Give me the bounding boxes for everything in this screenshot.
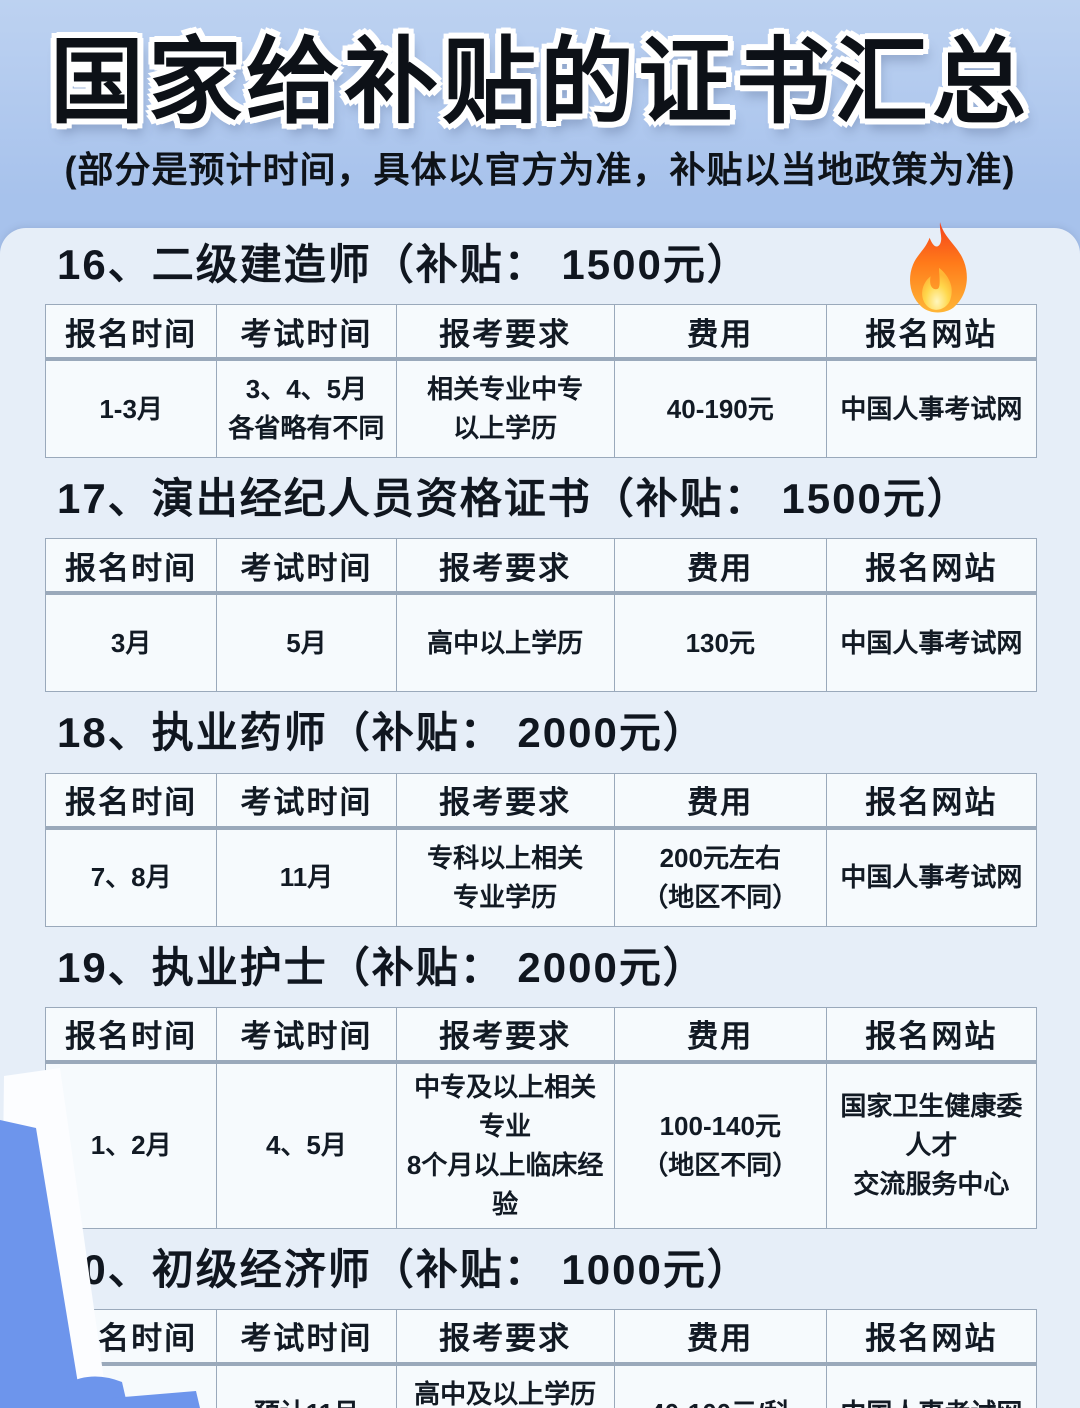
section-20: 20、初级经济师（补贴： 1000元） 报名时间 考试时间 报考要求 费用 报名… <box>45 1245 1037 1408</box>
table-cell-website: 中国人事考试网 <box>826 829 1036 926</box>
column-header-fee: 费用 <box>614 773 826 826</box>
section-17-heading: 17、演出经纪人员资格证书（补贴： 1500元） <box>57 475 971 523</box>
column-header-requirements: 报考要求 <box>396 539 614 592</box>
table-cell-website: 中国人事考试网 <box>826 361 1036 458</box>
section-19: 19、执业护士（补贴： 2000元） 报名时间 考试时间 报考要求 费用 报名网… <box>45 943 1037 1229</box>
table-cell-fee: 40-100元/科 <box>614 1365 826 1408</box>
section-20-heading: 20、初级经济师（补贴： 1000元） <box>57 1245 751 1293</box>
table-cell-signup-time: 1-3月 <box>46 361 217 458</box>
table-cell-requirements: 高中以上学历 <box>396 595 614 692</box>
section-17: 17、演出经纪人员资格证书（补贴： 1500元） 报名时间 考试时间 报考要求 … <box>45 475 1037 693</box>
column-header-fee: 费用 <box>614 1007 826 1060</box>
section-18-table: 报名时间 考试时间 报考要求 费用 报名网站 7、8月 11月 专科以上相关 专… <box>45 772 1037 927</box>
table-cell-website: 国家卫生健康委人才 交流服务中心 <box>826 1063 1036 1228</box>
column-header-requirements: 报考要求 <box>396 1309 614 1362</box>
column-header-requirements: 报考要求 <box>396 773 614 826</box>
column-header-website: 报名网站 <box>826 773 1036 826</box>
column-header-exam-time: 考试时间 <box>217 1309 396 1362</box>
section-18-heading: 18、执业药师（补贴： 2000元） <box>57 709 707 757</box>
page-subtitle: (部分是预计时间，具体以官方为准，补贴以当地政策为准) <box>64 149 1016 191</box>
table-cell-fee: 40-190元 <box>614 361 826 458</box>
page-title: 国家给补贴的证书汇总 <box>49 29 1030 134</box>
table-cell-signup-time: 3月 <box>46 595 217 692</box>
table-cell-exam-time: 预计11月 <box>217 1365 396 1408</box>
section-18: 18、执业药师（补贴： 2000元） 报名时间 考试时间 报考要求 费用 报名网… <box>45 709 1037 927</box>
table-cell-fee: 100-140元 （地区不同） <box>614 1063 826 1228</box>
table-cell-signup-time: 1、2月 <box>46 1063 217 1228</box>
column-header-website: 报名网站 <box>826 539 1036 592</box>
section-19-heading: 19、执业护士（补贴： 2000元） <box>57 943 707 991</box>
section-16-table: 报名时间 考试时间 报考要求 费用 报名网站 1-3月 3、4、5月 各省略有不… <box>45 304 1037 459</box>
table-cell-signup-time: 7-8月 <box>46 1365 217 1408</box>
column-header-exam-time: 考试时间 <box>217 1007 396 1060</box>
table-cell-website: 中国人事考试网 <box>826 1365 1036 1408</box>
column-header-exam-time: 考试时间 <box>217 773 396 826</box>
table-cell-requirements: 相关专业中专 以上学历 <box>396 361 614 458</box>
column-header-signup-time: 报名时间 <box>46 539 217 592</box>
section-16-heading: 16、二级建造师（补贴： 1500元） <box>57 241 751 288</box>
table-cell-requirements: 中专及以上相关专业 8个月以上临床经验 <box>396 1063 614 1228</box>
column-header-requirements: 报考要求 <box>396 305 614 358</box>
column-header-website: 报名网站 <box>826 1007 1036 1060</box>
column-header-fee: 费用 <box>614 1309 826 1362</box>
section-16: 16、二级建造师（补贴： 1500元） 报名时间 考试时间 报考要求 费用 报名… <box>45 241 1037 459</box>
column-header-exam-time: 考试时间 <box>217 539 396 592</box>
table-cell-exam-time: 3、4、5月 各省略有不同 <box>217 361 396 458</box>
table-cell-exam-time: 11月 <box>217 829 396 926</box>
column-header-exam-time: 考试时间 <box>217 305 396 358</box>
section-17-table: 报名时间 考试时间 报考要求 费用 报名网站 3月 5月 高中以上学历 130元… <box>45 538 1037 693</box>
column-header-website: 报名网站 <box>826 1309 1036 1362</box>
table-cell-fee: 200元左右 （地区不同） <box>614 829 826 926</box>
column-header-signup-time: 报名时间 <box>46 1309 217 1362</box>
section-19-table: 报名时间 考试时间 报考要求 费用 报名网站 1、2月 4、5月 中专及以上相关… <box>45 1006 1037 1229</box>
section-20-table: 报名时间 考试时间 报考要求 费用 报名网站 7-8月 预计11月 高中及以上学… <box>45 1308 1037 1408</box>
column-header-fee: 费用 <box>614 305 826 358</box>
column-header-fee: 费用 <box>614 539 826 592</box>
table-cell-requirements: 专科以上相关 专业学历 <box>396 829 614 926</box>
table-cell-fee: 130元 <box>614 595 826 692</box>
column-header-website: 报名网站 <box>826 305 1036 358</box>
column-header-signup-time: 报名时间 <box>46 773 217 826</box>
fire-icon <box>910 222 967 313</box>
header-band: 国家给补贴的证书汇总 (部分是预计时间，具体以官方为准，补贴以当地政策为准) <box>0 0 1080 228</box>
content-panel: 16、二级建造师（补贴： 1500元） 报名时间 考试时间 报考要求 费用 报名… <box>0 222 1080 1408</box>
column-header-signup-time: 报名时间 <box>46 305 217 358</box>
column-header-requirements: 报考要求 <box>396 1007 614 1060</box>
table-cell-exam-time: 5月 <box>217 595 396 692</box>
table-cell-requirements: 高中及以上学历 相关工作经验 <box>396 1365 614 1408</box>
column-header-signup-time: 报名时间 <box>46 1007 217 1060</box>
table-cell-website: 中国人事考试网 <box>826 595 1036 692</box>
table-cell-signup-time: 7、8月 <box>46 829 217 926</box>
table-cell-exam-time: 4、5月 <box>217 1063 396 1228</box>
